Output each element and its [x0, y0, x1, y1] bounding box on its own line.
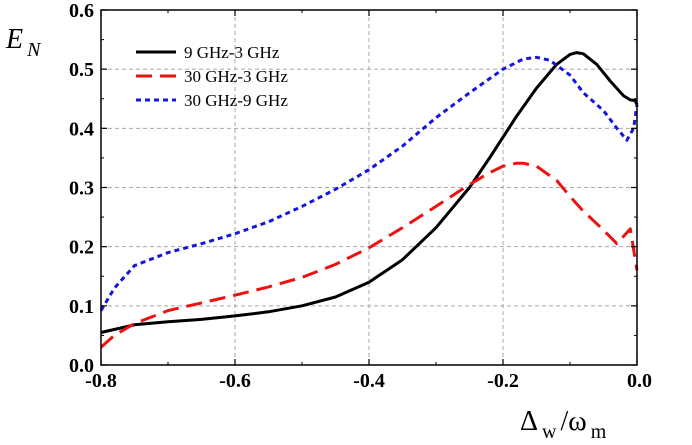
- x-axis-label: Δ w /ω m: [520, 406, 607, 443]
- y-tick-label: 0.3: [69, 178, 94, 200]
- y-tick-label: 0.2: [69, 237, 94, 259]
- series-line-3: [99, 55, 639, 312]
- legend: 9 GHz-3 GHz 30 GHz-3 GHz 30 GHz-9 GHz: [136, 43, 288, 110]
- x-tick-labels: -0.8 -0.6 -0.4 -0.2 0.0: [85, 370, 652, 392]
- y-tick-label: 0.1: [69, 296, 94, 318]
- axis-ticks: [100, 9, 638, 366]
- x-tick-label: -0.8: [85, 370, 117, 392]
- x-tick-label: -0.2: [487, 370, 519, 392]
- y-axis-label: E N: [5, 24, 42, 61]
- legend-label: 30 GHz-3 GHz: [184, 67, 288, 86]
- y-tick-label: 0.6: [69, 0, 94, 22]
- x-tick-label: -0.6: [219, 370, 251, 392]
- y-tick-labels: 0.0 0.1 0.2 0.3 0.4 0.5 0.6: [69, 0, 94, 377]
- x-tick-label: -0.4: [353, 370, 385, 392]
- series-line-1: [100, 51, 639, 334]
- series-line-2: [100, 161, 639, 349]
- legend-label: 30 GHz-9 GHz: [184, 91, 288, 110]
- y-tick-label: 0.5: [69, 59, 94, 81]
- series-lines: [99, 51, 639, 349]
- y-tick-label: 0.0: [69, 355, 94, 377]
- y-tick-label: 0.4: [69, 118, 94, 140]
- legend-label: 9 GHz-3 GHz: [184, 43, 280, 62]
- x-tick-label: 0.0: [627, 370, 652, 392]
